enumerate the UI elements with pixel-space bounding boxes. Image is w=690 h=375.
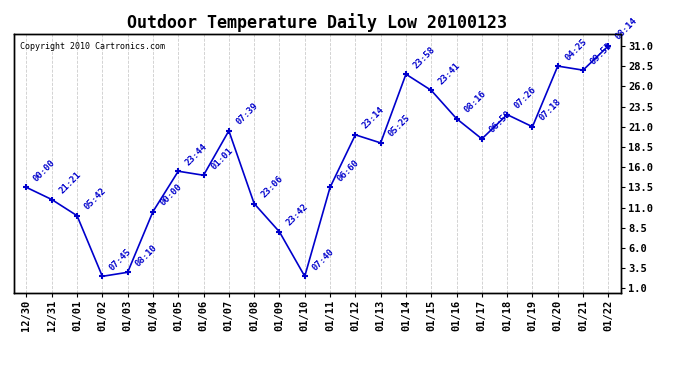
Text: 23:06: 23:06 — [259, 174, 285, 200]
Text: 08:10: 08:10 — [133, 243, 159, 268]
Text: Copyright 2010 Cartronics.com: Copyright 2010 Cartronics.com — [20, 42, 165, 51]
Text: 07:40: 07:40 — [310, 247, 335, 272]
Text: 00:00: 00:00 — [32, 158, 57, 183]
Title: Outdoor Temperature Daily Low 20100123: Outdoor Temperature Daily Low 20100123 — [128, 13, 507, 32]
Text: 23:58: 23:58 — [411, 45, 437, 70]
Text: 07:39: 07:39 — [235, 101, 259, 127]
Text: 09:53: 09:53 — [589, 40, 614, 66]
Text: 23:14: 23:14 — [361, 105, 386, 130]
Text: 07:45: 07:45 — [108, 247, 133, 272]
Text: 05:42: 05:42 — [83, 186, 108, 211]
Text: 07:18: 07:18 — [538, 97, 563, 123]
Text: 23:42: 23:42 — [285, 202, 310, 228]
Text: 23:41: 23:41 — [437, 61, 462, 86]
Text: 08:16: 08:16 — [462, 89, 487, 114]
Text: 07:26: 07:26 — [513, 85, 538, 111]
Text: 08:14: 08:14 — [614, 16, 639, 42]
Text: 05:25: 05:25 — [386, 113, 411, 139]
Text: 21:21: 21:21 — [57, 170, 83, 195]
Text: 01:01: 01:01 — [209, 146, 235, 171]
Text: 00:00: 00:00 — [159, 182, 184, 207]
Text: 04:25: 04:25 — [563, 36, 589, 62]
Text: 06:60: 06:60 — [335, 158, 361, 183]
Text: 06:58: 06:58 — [487, 110, 513, 135]
Text: 23:44: 23:44 — [184, 142, 209, 167]
